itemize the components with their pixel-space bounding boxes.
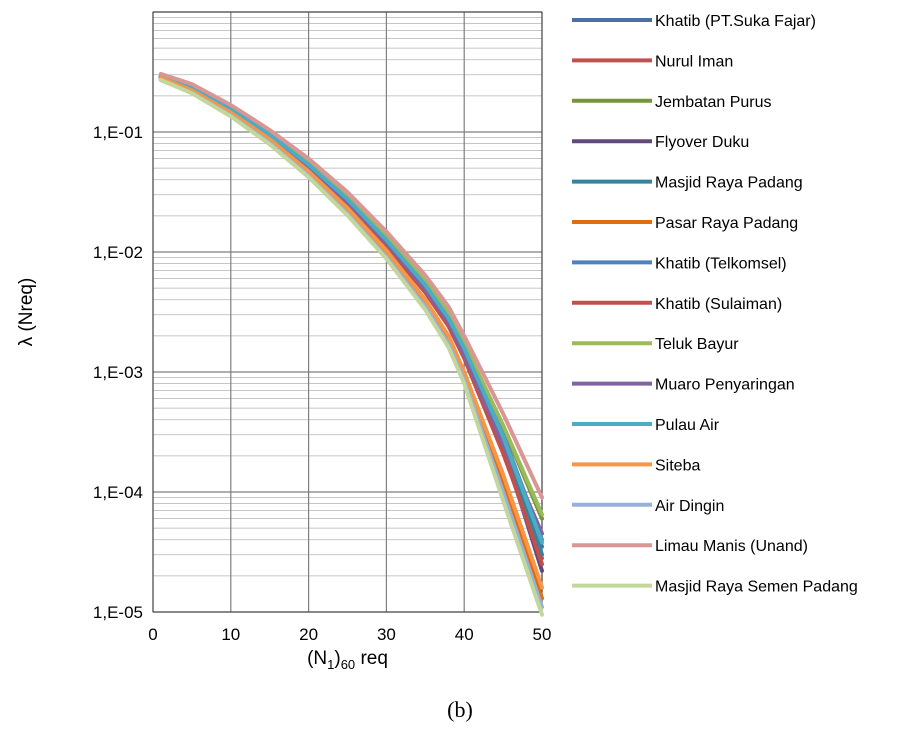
y-tick-label: 1,E-03	[93, 363, 143, 382]
series-lines	[158, 71, 544, 617]
legend-label-9: Teluk Bayur	[655, 336, 739, 353]
y-tick-label: 1,E-02	[93, 243, 143, 262]
x-axis-tick-labels: 0 10 20 30 40 50	[148, 625, 551, 644]
series-line-14	[158, 71, 544, 500]
x-axis-title-mid: )	[334, 648, 340, 669]
x-tick-label: 0	[148, 625, 157, 644]
x-tick-label: 50	[533, 625, 552, 644]
y-tick-label: 1,E-05	[93, 603, 143, 622]
x-axis-title-sub2: 60	[341, 657, 355, 672]
legend-label-6: Pasar Raya Padang	[655, 215, 798, 232]
legend-label-10: Muaro Penyaringan	[655, 377, 795, 394]
x-tick-label: 30	[377, 625, 396, 644]
legend-label-2: Nurul Iman	[655, 53, 733, 70]
legend-label-8: Khatib (Sulaiman)	[655, 296, 782, 313]
legend-label-7: Khatib (Telkomsel)	[655, 255, 787, 272]
legend-label-3: Jembatan Purus	[655, 94, 772, 111]
legend-label-11: Pulau Air	[655, 417, 720, 434]
x-tick-label: 20	[299, 625, 318, 644]
y-tick-label: 1,E-01	[93, 123, 143, 142]
legend-label-1: Khatib (PT.Suka Fajar)	[655, 13, 816, 30]
legend-label-4: Flyover Duku	[655, 134, 749, 151]
y-axis-title: λ (Nreq)	[16, 278, 37, 347]
series-line-11	[158, 74, 544, 545]
x-axis-title-sub1: 1	[327, 657, 334, 672]
x-axis-title-base: (N	[307, 648, 327, 669]
series-line-12	[158, 76, 544, 590]
legend-label-12: Siteba	[655, 457, 700, 474]
legend: Khatib (PT.Suka Fajar) Nurul Iman Jembatan…	[572, 13, 858, 596]
legend-label-13: Air Dingin	[655, 498, 724, 515]
legend-label-5: Masjid Raya Padang	[655, 175, 803, 192]
figure-caption: (b)	[447, 697, 473, 722]
plot-area-frame	[152, 11, 543, 613]
y-axis-tick-labels: 1,E-01 1,E-02 1,E-03 1,E-04 1,E-05	[93, 123, 143, 622]
series-line-15	[158, 77, 544, 617]
x-tick-label: 10	[221, 625, 240, 644]
legend-label-15: Masjid Raya Semen Padang	[655, 579, 858, 596]
x-axis-title-tail: req	[355, 648, 388, 669]
legend-label-14: Limau Manis (Unand)	[655, 538, 808, 555]
x-tick-label: 40	[455, 625, 474, 644]
y-tick-label: 1,E-04	[93, 483, 143, 502]
x-axis-title: (N1)60 req	[307, 648, 388, 672]
